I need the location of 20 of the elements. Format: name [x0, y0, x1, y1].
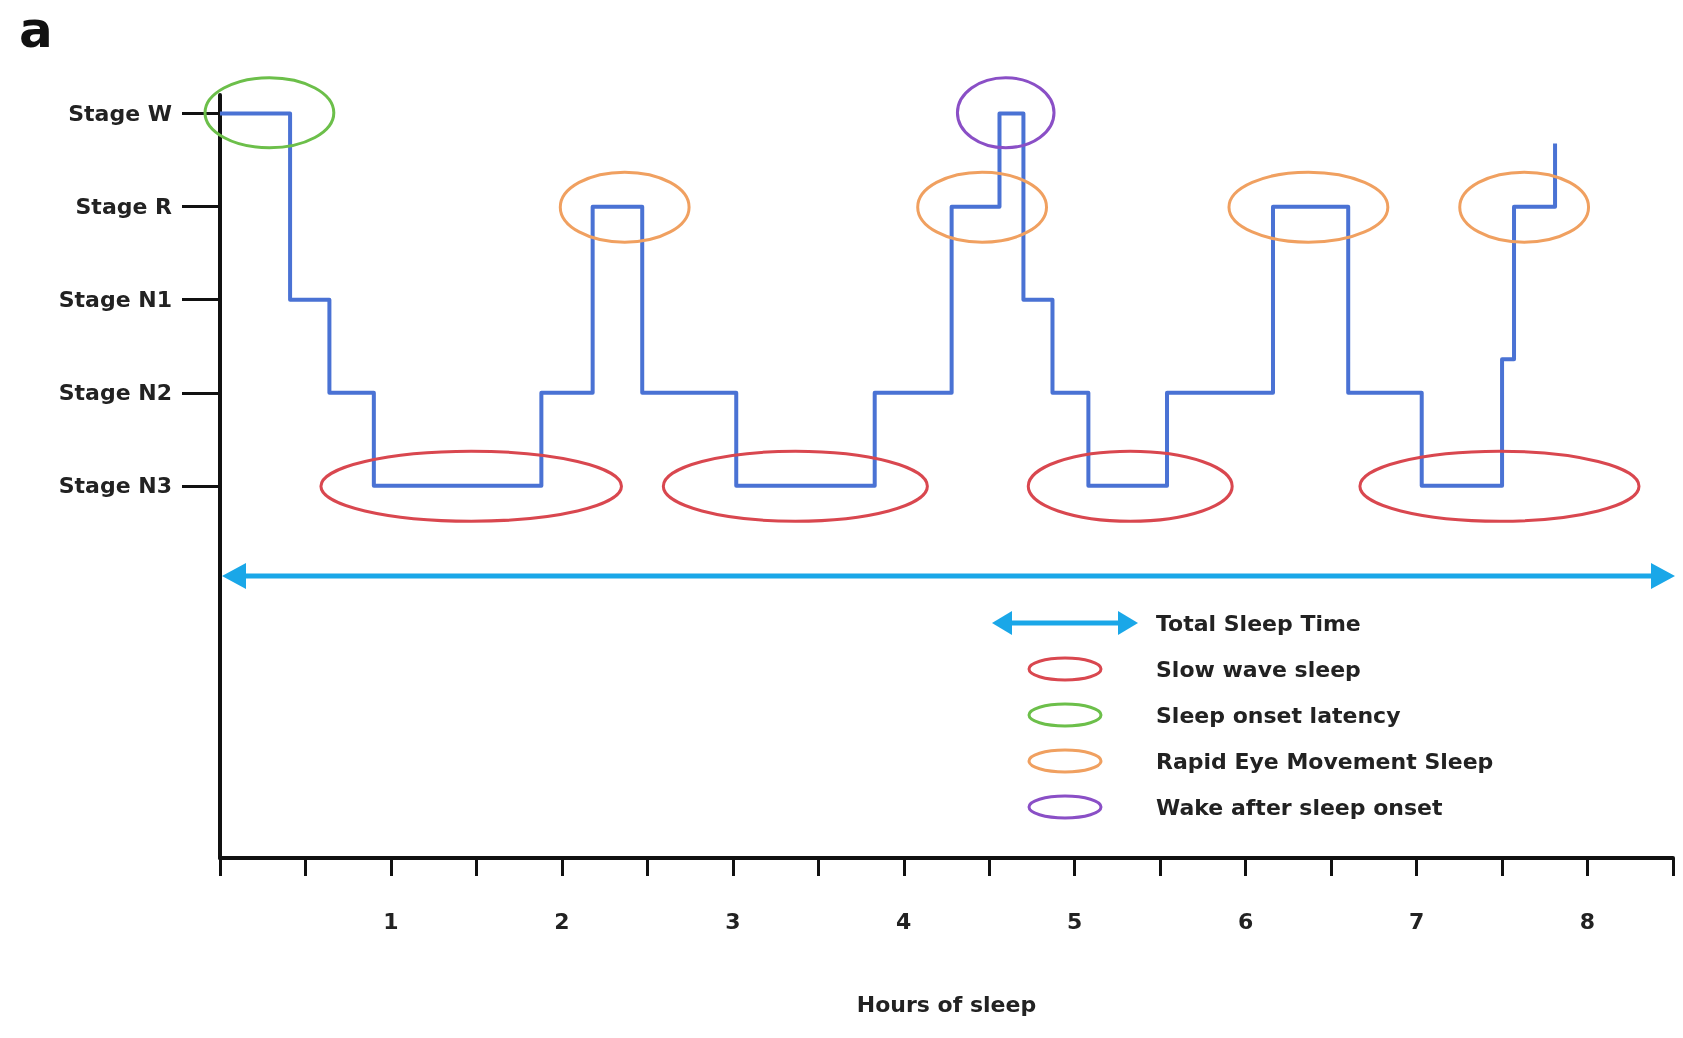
x-tick-label: 6 — [1237, 908, 1254, 934]
x-tick-label: 1 — [383, 908, 399, 934]
x-tick-label: 8 — [1579, 908, 1596, 934]
category-label: Stage R — [75, 194, 172, 220]
x-tick-label: 4 — [896, 908, 912, 934]
category-label: Stage N3 — [58, 473, 172, 499]
x-tick-label: 7 — [1408, 908, 1425, 934]
x-axis-title: Hours of sleep — [856, 991, 1037, 1017]
category-label: Stage N2 — [58, 380, 172, 406]
category-label: Stage N1 — [58, 287, 172, 313]
annotation: Total Sleep Time — [1156, 610, 1361, 636]
x-tick-label: 3 — [725, 908, 741, 934]
annotation: Wake after sleep onset — [1156, 794, 1443, 820]
category-label: Stage W — [68, 101, 172, 127]
annotation: Rapid Eye Movement Sleep — [1156, 748, 1494, 774]
annotation: Slow wave sleep — [1156, 656, 1361, 682]
chart-title: a — [19, 1, 53, 59]
x-tick-label: 5 — [1067, 908, 1083, 934]
x-tick-label: 2 — [554, 908, 570, 934]
annotation: Sleep onset latency — [1156, 702, 1401, 728]
